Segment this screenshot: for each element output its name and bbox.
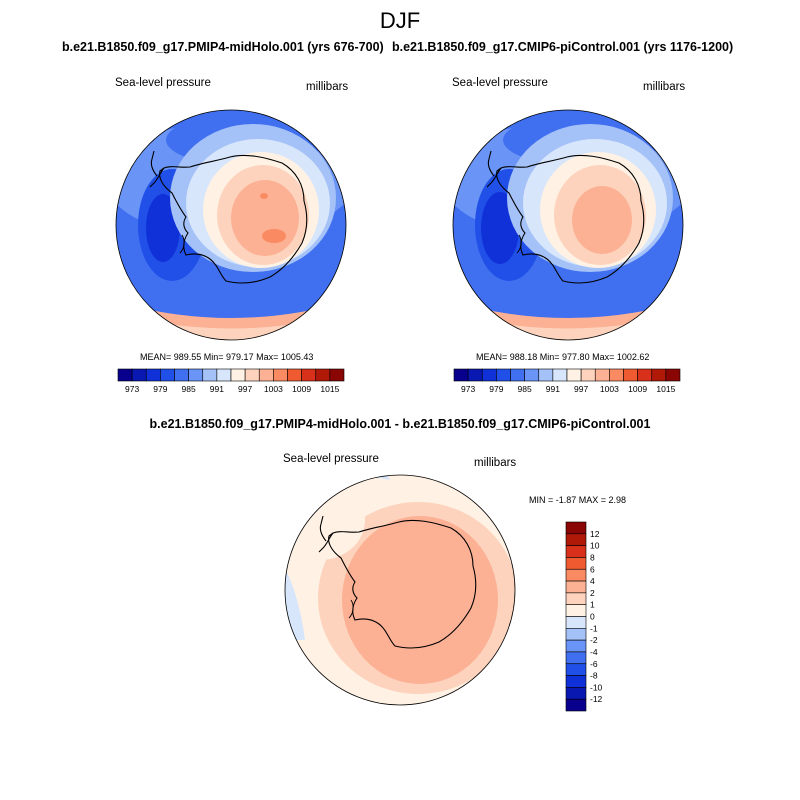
colorbar-tick-label: 991 bbox=[546, 384, 560, 394]
right-panel-stats: MEAN= 988.18 Min= 977.80 Max= 1002.62 bbox=[476, 352, 650, 362]
colorbar-swatch bbox=[552, 368, 568, 382]
colorbar-tick-label: 1003 bbox=[264, 384, 283, 394]
colorbar-tick-label: 985 bbox=[182, 384, 196, 394]
colorbar-tick-label: 1009 bbox=[628, 384, 647, 394]
colorbar-swatch bbox=[329, 368, 345, 382]
colorbar-swatch bbox=[174, 368, 189, 382]
colorbar-tick-label: 10 bbox=[590, 541, 600, 551]
colorbar-tick-label: 991 bbox=[210, 384, 224, 394]
colorbar-tick-label: 1015 bbox=[320, 384, 339, 394]
colorbar-tick-label: 2 bbox=[590, 588, 595, 598]
colorbar-swatch bbox=[145, 368, 161, 382]
colorbar-swatch bbox=[565, 604, 587, 617]
difference-panel-stats: MIN = -1.87 MAX = 2.98 bbox=[529, 495, 627, 505]
left-panel-variable: Sea-level pressure bbox=[115, 77, 211, 89]
colorbar-swatch bbox=[230, 368, 246, 382]
colorbar-tick-label: -1 bbox=[590, 623, 598, 633]
colorbar-swatch bbox=[566, 368, 582, 382]
left-panel-title: b.e21.B1850.f09_g17.PMIP4-midHolo.001 (y… bbox=[62, 40, 384, 54]
colorbar-swatch bbox=[202, 368, 218, 382]
colorbar-swatch bbox=[594, 368, 610, 382]
difference-map bbox=[284, 474, 516, 706]
colorbar-tick-label: 12 bbox=[590, 529, 600, 539]
colorbar-tick-label: 6 bbox=[590, 564, 595, 574]
colorbar-swatch bbox=[565, 592, 587, 605]
colorbar-tick-label: -4 bbox=[590, 647, 598, 657]
colorbar-swatch bbox=[565, 675, 587, 688]
colorbar-tick-label: 979 bbox=[153, 384, 167, 394]
colorbar-tick-label: 997 bbox=[574, 384, 588, 394]
colorbar-swatch bbox=[496, 368, 511, 382]
colorbar-swatch bbox=[287, 368, 302, 382]
colorbar-tick-label: 8 bbox=[590, 552, 595, 562]
colorbar-tick-label: 4 bbox=[590, 576, 595, 586]
colorbar-swatch bbox=[565, 698, 587, 712]
colorbar-swatch bbox=[565, 580, 587, 594]
colorbar-tick-label: -8 bbox=[590, 671, 598, 681]
colorbar-swatch bbox=[453, 368, 469, 382]
colorbar-tick-label: -10 bbox=[590, 682, 603, 692]
colorbar-swatch bbox=[665, 368, 681, 382]
colorbar-swatch bbox=[131, 368, 147, 382]
colorbar-tick-label: 1009 bbox=[292, 384, 311, 394]
colorbar-tick-label: 1 bbox=[590, 600, 595, 610]
colorbar-swatch bbox=[467, 368, 483, 382]
difference-panel-title: b.e21.B1850.f09_g17.PMIP4-midHolo.001 - … bbox=[149, 417, 651, 431]
colorbar-tick-label: 979 bbox=[489, 384, 503, 394]
colorbar-tick-label: 1003 bbox=[600, 384, 619, 394]
colorbar-swatch bbox=[481, 368, 497, 382]
colorbar-swatch bbox=[651, 368, 667, 382]
colorbar-tick-label: -6 bbox=[590, 659, 598, 669]
colorbar-swatch bbox=[315, 368, 331, 382]
colorbar-swatch bbox=[117, 368, 133, 382]
colorbar-swatch bbox=[565, 663, 587, 676]
left-colorbar: 973 979 985 991 997 1003 1009 1015 bbox=[117, 368, 345, 394]
right-map bbox=[452, 109, 684, 341]
colorbar-tick-label: 973 bbox=[125, 384, 139, 394]
colorbar-swatch bbox=[273, 368, 288, 382]
colorbar-swatch bbox=[565, 616, 587, 629]
colorbar-swatch bbox=[580, 368, 596, 382]
colorbar-swatch bbox=[160, 368, 175, 382]
colorbar-swatch bbox=[565, 639, 587, 653]
colorbar-swatch bbox=[609, 368, 624, 382]
colorbar-tick-label: 997 bbox=[238, 384, 252, 394]
right-panel-variable: Sea-level pressure bbox=[452, 77, 548, 89]
colorbar-swatch bbox=[258, 368, 274, 382]
left-panel-units: millibars bbox=[306, 81, 349, 93]
colorbar-tick-label: 1015 bbox=[656, 384, 675, 394]
right-colorbar: 973 979 985 991 997 1003 1009 1015 bbox=[453, 368, 681, 394]
colorbar-swatch bbox=[565, 568, 587, 582]
colorbar-swatch bbox=[510, 368, 525, 382]
difference-panel-units: millibars bbox=[474, 457, 517, 469]
colorbar-swatch bbox=[637, 368, 653, 382]
colorbar-tick-label: -2 bbox=[590, 635, 598, 645]
colorbar-swatch bbox=[565, 533, 587, 546]
colorbar-tick-label: 0 bbox=[590, 612, 595, 622]
figure-season-title: DJF bbox=[379, 8, 421, 33]
colorbar-swatch bbox=[565, 521, 587, 535]
colorbar-swatch bbox=[565, 545, 587, 558]
difference-panel-variable: Sea-level pressure bbox=[283, 453, 379, 465]
colorbar-swatch bbox=[244, 368, 260, 382]
colorbar-swatch bbox=[216, 368, 232, 382]
right-panel-title: b.e21.B1850.f09_g17.CMIP6-piControl.001 … bbox=[392, 40, 734, 54]
colorbar-swatch bbox=[538, 368, 554, 382]
colorbar-swatch bbox=[565, 651, 587, 665]
colorbar-tick-label: 985 bbox=[518, 384, 532, 394]
colorbar-swatch bbox=[188, 368, 204, 382]
colorbar-swatch bbox=[565, 628, 587, 641]
colorbar-tick-label: -12 bbox=[590, 694, 603, 704]
left-map bbox=[115, 109, 347, 341]
colorbar-swatch bbox=[565, 687, 587, 700]
colorbar-swatch bbox=[524, 368, 540, 382]
right-panel-units: millibars bbox=[643, 81, 686, 93]
colorbar-tick-label: 973 bbox=[461, 384, 475, 394]
left-panel-stats: MEAN= 989.55 Min= 979.17 Max= 1005.43 bbox=[140, 352, 314, 362]
colorbar-swatch bbox=[301, 368, 317, 382]
colorbar-swatch bbox=[623, 368, 638, 382]
colorbar-swatch bbox=[565, 557, 587, 570]
